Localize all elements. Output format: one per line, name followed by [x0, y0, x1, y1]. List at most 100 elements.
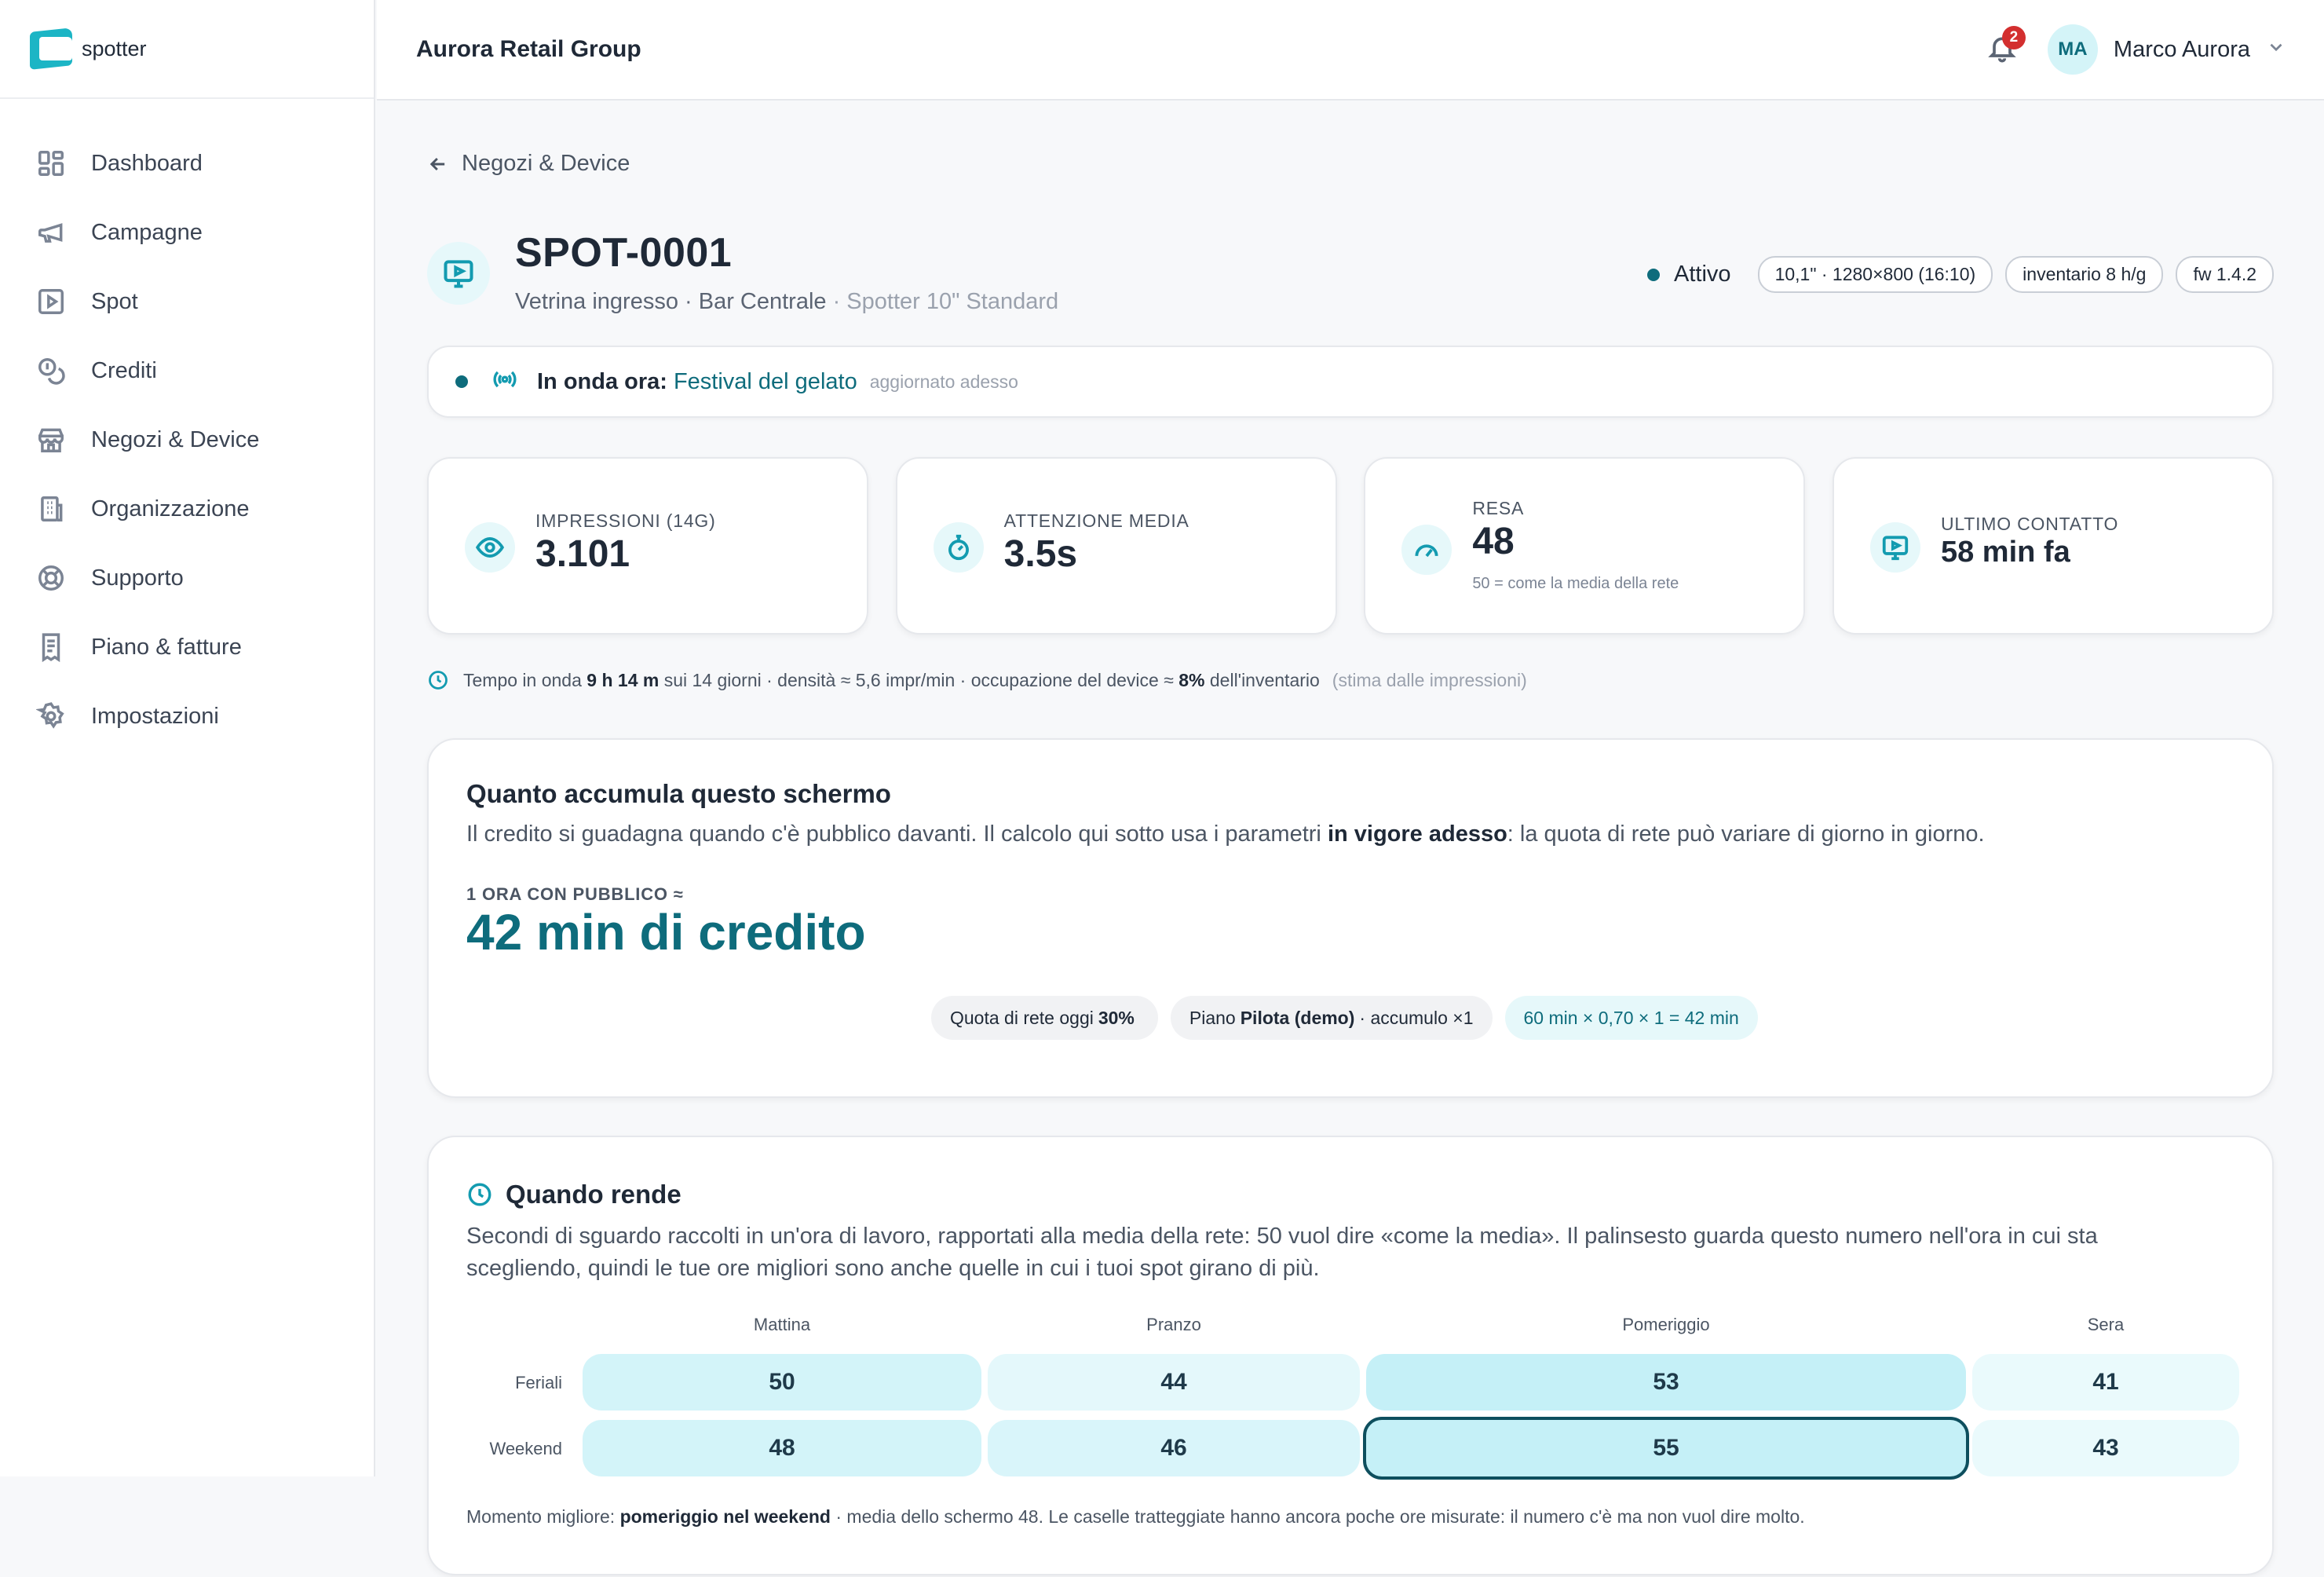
dashboard-icon	[38, 151, 64, 176]
pill-bold: 30%	[1098, 1007, 1135, 1028]
sidebar-item-label: Piano & fatture	[91, 634, 242, 660]
heatmap-cell[interactable]: 50	[583, 1354, 981, 1411]
coins-icon	[38, 358, 65, 385]
stat-card-yield: RESA 48 50 = come la media della rete	[1364, 457, 1806, 635]
sidebar-item-label: Impostazioni	[91, 703, 219, 729]
airtime-duration: 9 h 14 m	[586, 669, 660, 690]
sidebar-item-piano-fatture[interactable]: Piano & fatture	[0, 613, 374, 682]
device-model: · Spotter 10" Standard	[826, 289, 1059, 314]
stats-row: IMPRESSIONI (14G) 3.101 ATTENZIONE MEDIA…	[427, 457, 2274, 635]
sidebar-item-impostazioni[interactable]: Impostazioni	[0, 682, 374, 751]
device-location: Vetrina ingresso · Bar Centrale	[515, 289, 827, 314]
top-bar: Aurora Retail Group 2 MA Marco Aurora	[377, 0, 2324, 101]
user-name[interactable]: Marco Aurora	[2113, 36, 2250, 62]
stat-value: 3.5s	[1003, 533, 1078, 575]
spotter-logo-icon	[30, 27, 72, 70]
heatmap-cell[interactable]: 43	[1972, 1420, 2239, 1476]
yield-title-text: Quando rende	[506, 1180, 681, 1209]
live-dot	[455, 375, 468, 388]
megaphone-icon	[38, 223, 63, 243]
desc-bold: in vigore adesso	[1327, 821, 1507, 847]
topbar-actions: 2 MA Marco Aurora	[1986, 24, 2286, 75]
sidebar-item-label: Supporto	[91, 565, 184, 591]
heatmap-column-header: Pranzo	[1146, 1315, 1201, 1334]
credit-value: 42 min di credito	[466, 904, 866, 960]
credit-card-title: Quanto accumula questo schermo	[466, 779, 891, 808]
lifebuoy-icon	[38, 565, 64, 591]
desc-line: scegliendo, quindi le tue ore migliori s…	[466, 1256, 1320, 1281]
notifications-button[interactable]: 2	[1986, 26, 2026, 67]
heatmap-cell[interactable]: 53	[1366, 1354, 1966, 1411]
sidebar-item-spot[interactable]: Spot	[0, 267, 374, 336]
device-subtitle: Vetrina ingresso · Bar Centrale · Spotte…	[515, 289, 1058, 315]
yield-card-description: Secondi di sguardo raccolti in un'ora di…	[466, 1220, 2098, 1285]
credit-card: Quanto accumula questo schermo Il credit…	[427, 738, 2274, 1098]
back-link[interactable]: Negozi & Device	[427, 151, 630, 177]
stat-label: RESA	[1472, 498, 1525, 518]
sidebar-item-label: Negozi & Device	[91, 426, 260, 452]
airtime-prefix: Tempo in onda	[463, 669, 582, 690]
heatmap-cell[interactable]: 41	[1972, 1354, 2239, 1411]
heatmap-cell[interactable]: 55	[1363, 1417, 1969, 1480]
stat-value: 48	[1472, 521, 1515, 562]
credit-kicker: 1 ORA CON PUBBLICO ≈	[466, 884, 684, 904]
status-badge: Attivo	[1674, 262, 1731, 287]
desc-line: Secondi di sguardo raccolti in un'ora di…	[466, 1224, 2098, 1249]
airtime-mid: sui 14 giorni · densità ≈ 5,6 impr/min ·…	[663, 669, 1174, 690]
heatmap-cell[interactable]: 46	[988, 1420, 1360, 1476]
yield-heatmap: Mattina Pranzo Pomeriggio Sera Feriali 50 44 53…	[429, 1137, 2275, 1577]
sidebar-item-campagne[interactable]: Campagne	[0, 198, 374, 267]
sidebar-item-dashboard[interactable]: Dashboard	[0, 129, 374, 198]
stat-card-attention: ATTENZIONE MEDIA 3.5s	[895, 457, 1337, 635]
network-quota-pill: Quota di rete oggi 30%	[931, 996, 1158, 1040]
status-dot	[1647, 268, 1661, 281]
note-bold: pomeriggio nel weekend	[619, 1506, 831, 1527]
stat-label: ULTIMO CONTATTO	[1940, 514, 2119, 534]
brand[interactable]: spotter	[0, 0, 374, 99]
note-text: Momento migliore:	[466, 1506, 620, 1527]
sidebar-item-negozi[interactable]: Negozi & Device	[0, 405, 374, 474]
inventory-tag: inventario 8 h/g	[2005, 256, 2164, 293]
clock-icon	[429, 671, 448, 690]
heatmap-cell[interactable]: 44	[988, 1354, 1360, 1411]
sidebar-item-crediti[interactable]: Crediti	[0, 336, 374, 405]
stat-value: 58 min fa	[1940, 536, 2070, 569]
back-link-label: Negozi & Device	[462, 151, 630, 176]
building-icon	[41, 496, 63, 521]
user-menu-chevron[interactable]	[2266, 37, 2286, 63]
on-air-label: In onda ora:	[537, 368, 667, 394]
receipt-icon	[42, 633, 60, 662]
pill-text: Piano	[1189, 1007, 1236, 1028]
heatmap-column-header: Sera	[2087, 1315, 2125, 1334]
sidebar-item-label: Dashboard	[91, 150, 203, 176]
stat-value: 3.101	[535, 533, 630, 575]
sidebar: spotter Dashboard Campagne Spot Crediti …	[0, 0, 375, 1476]
stat-card-last-contact: ULTIMO CONTATTO 58 min fa	[1832, 457, 2274, 635]
credit-params: Quota di rete oggi 30% Piano Pilota (demo)…	[931, 996, 1770, 1040]
sidebar-item-organizzazione[interactable]: Organizzazione	[0, 474, 374, 543]
sidebar-item-supporto[interactable]: Supporto	[0, 543, 374, 613]
org-name: Aurora Retail Group	[416, 36, 641, 62]
yield-card: Quando rende Secondi di sguardo raccolti…	[427, 1136, 2274, 1575]
heatmap-row-header: Feriali	[515, 1373, 562, 1392]
broadcast-icon	[491, 366, 537, 398]
eye-icon	[465, 522, 515, 573]
device-tags: Attivo 10,1" · 1280×800 (16:10) inventar…	[1647, 256, 2274, 293]
credit-card-description: Il credito si guadagna quando c'è pubbli…	[466, 818, 1985, 851]
stat-label: ATTENZIONE MEDIA	[1003, 510, 1189, 531]
stat-label: IMPRESSIONI (14G)	[535, 510, 716, 531]
on-air-banner: In onda ora: Festival del gelato aggiorn…	[427, 346, 2274, 418]
monitor-play-icon	[444, 260, 473, 288]
monitor-icon	[1869, 522, 1920, 573]
notification-badge: 2	[2001, 26, 2026, 49]
airtime-occupancy: 8%	[1178, 669, 1205, 690]
on-air-campaign-link[interactable]: Festival del gelato	[673, 368, 857, 394]
avatar[interactable]: MA	[2047, 24, 2098, 75]
formula-pill: 60 min × 0,70 × 1 = 42 min	[1504, 996, 1758, 1040]
device-avatar	[427, 242, 490, 305]
heatmap-cell[interactable]: 48	[583, 1420, 981, 1476]
sidebar-item-label: Spot	[91, 288, 138, 314]
pill-bold: Pilota (demo)	[1240, 1007, 1355, 1028]
heatmap-column-header: Pomeriggio	[1622, 1315, 1710, 1334]
gauge-icon	[1401, 525, 1452, 575]
